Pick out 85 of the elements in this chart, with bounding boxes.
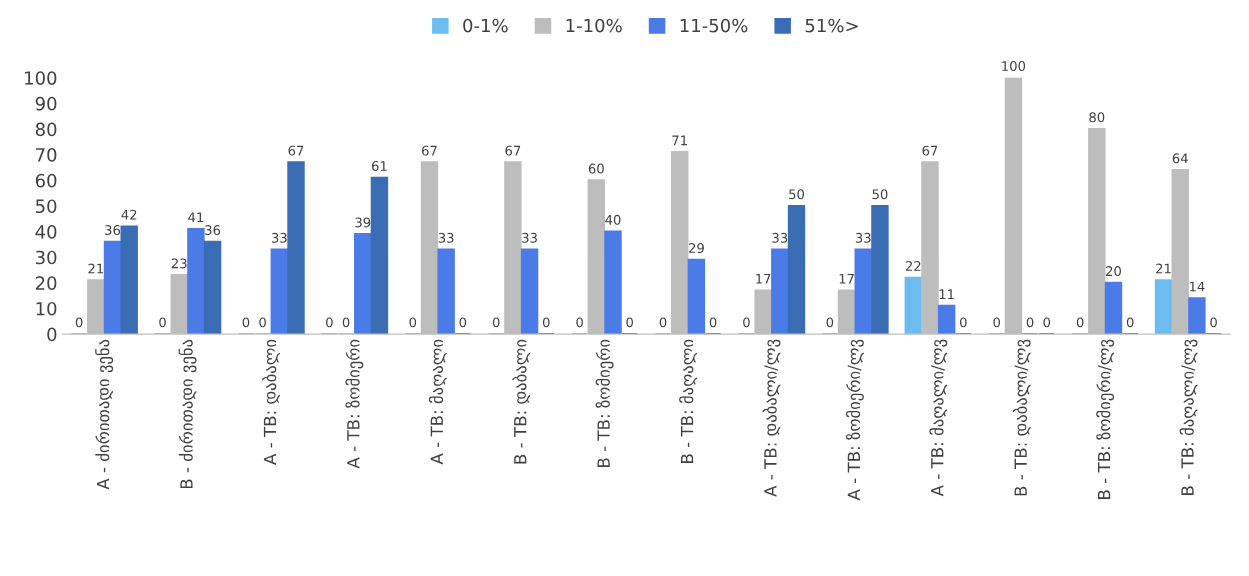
data-label: 0 [1210,317,1217,328]
data-label: 0 [1126,317,1134,328]
x-tick-label: B - TB: მაღალი/ლვ [1179,339,1198,495]
data-label: 0 [75,317,83,328]
x-tick-label: B - TB: ზომიერი [595,339,614,468]
y-tick-label: 100 [25,71,57,85]
data-label: 0 [1076,317,1084,328]
data-label: 80 [1089,112,1105,123]
data-label: 0 [826,317,834,328]
data-label: 64 [1172,153,1188,164]
data-label: 33 [772,232,788,243]
x-tick-label: B - TB: ზომიერი/ლვ [1096,339,1115,499]
legend-label: 0-1% [463,18,508,33]
data-label: 0 [659,317,667,328]
data-label: 0 [709,317,717,328]
data-label: 71 [672,135,687,146]
data-label: 40 [605,214,621,225]
data-label: 0 [993,317,1001,328]
x-tick-label: A - TB: ზომიერი/ლვ [845,339,864,501]
data-label: 0 [242,317,250,328]
data-label: 41 [188,212,204,223]
x-tick-label: A - TB: დაბალი/ლვ [762,339,781,497]
x-tick-label: B - TB: მაღალი [679,339,697,463]
data-label: 23 [171,258,187,269]
y-tick-label: 90 [35,96,57,111]
y-tick-label: 20 [35,276,57,290]
data-label: 0 [259,317,266,328]
data-label: 39 [355,217,371,228]
data-label: 0 [576,317,583,328]
data-label: 14 [1189,281,1205,292]
data-label: 42 [121,209,137,220]
data-label: 0 [542,317,550,328]
y-tick-label: 30 [35,250,57,265]
data-label: 50 [789,189,805,200]
data-label: 33 [855,232,871,243]
data-label: 0 [1043,317,1051,328]
data-label: 17 [756,273,771,284]
y-tick-label: 10 [36,301,57,316]
y-tick-label: 60 [35,173,57,188]
data-label: 0 [1026,317,1034,328]
data-label: 36 [105,225,121,236]
data-label: 0 [409,317,417,328]
data-label: 0 [342,317,350,328]
data-label: 0 [159,317,166,328]
x-tick-label: B - TB: დაბალი [512,339,531,464]
x-tick-label: B - TB: დაბალი/ლვ [1012,339,1031,496]
data-label: 11 [939,289,954,299]
data-label: 33 [522,232,537,243]
x-tick-label: A - ძირითადი ვენა [95,339,114,490]
x-tick-label: A - TB: მაღალი [428,339,447,465]
data-label: 33 [438,232,454,243]
legend-label: 1-10% [566,18,622,33]
data-label: 21 [88,263,103,274]
data-label: 0 [960,317,967,328]
data-label: 61 [371,161,387,171]
data-label: 60 [588,163,604,174]
data-label: 33 [271,232,287,243]
y-tick-label: 80 [35,122,57,137]
data-label: 22 [905,260,921,271]
data-label: 0 [626,317,633,328]
data-label: 50 [872,189,888,200]
y-tick-label: 70 [36,148,57,162]
data-label: 67 [922,145,938,156]
data-label: 20 [1106,266,1121,277]
data-label: 29 [688,243,704,254]
x-tick-label: A - TB: ზომიერი [345,339,364,469]
y-tick-label: 50 [36,199,57,214]
y-tick-label: 0 [47,327,57,342]
data-label: 67 [288,145,304,156]
data-label: 36 [205,225,221,236]
y-tick-label: 40 [35,225,57,239]
data-label: 0 [459,317,467,328]
legend-label: 51%> [805,18,858,33]
data-label: 17 [839,273,854,284]
data-label: 21 [1156,263,1171,274]
data-label: 67 [422,145,437,156]
data-label: 0 [743,317,750,328]
data-label: 0 [326,317,333,328]
x-tick-label: A - TB: დაბალი [262,339,280,465]
data-label: 67 [505,145,521,156]
legend-label: 11-50% [680,18,748,33]
x-tick-label: B - ძირითადი ვენა [178,339,197,489]
data-label: 100 [1002,61,1026,72]
data-label: 0 [492,317,500,328]
x-tick-label: A - TB: მაღალი/ლვ [929,339,948,497]
